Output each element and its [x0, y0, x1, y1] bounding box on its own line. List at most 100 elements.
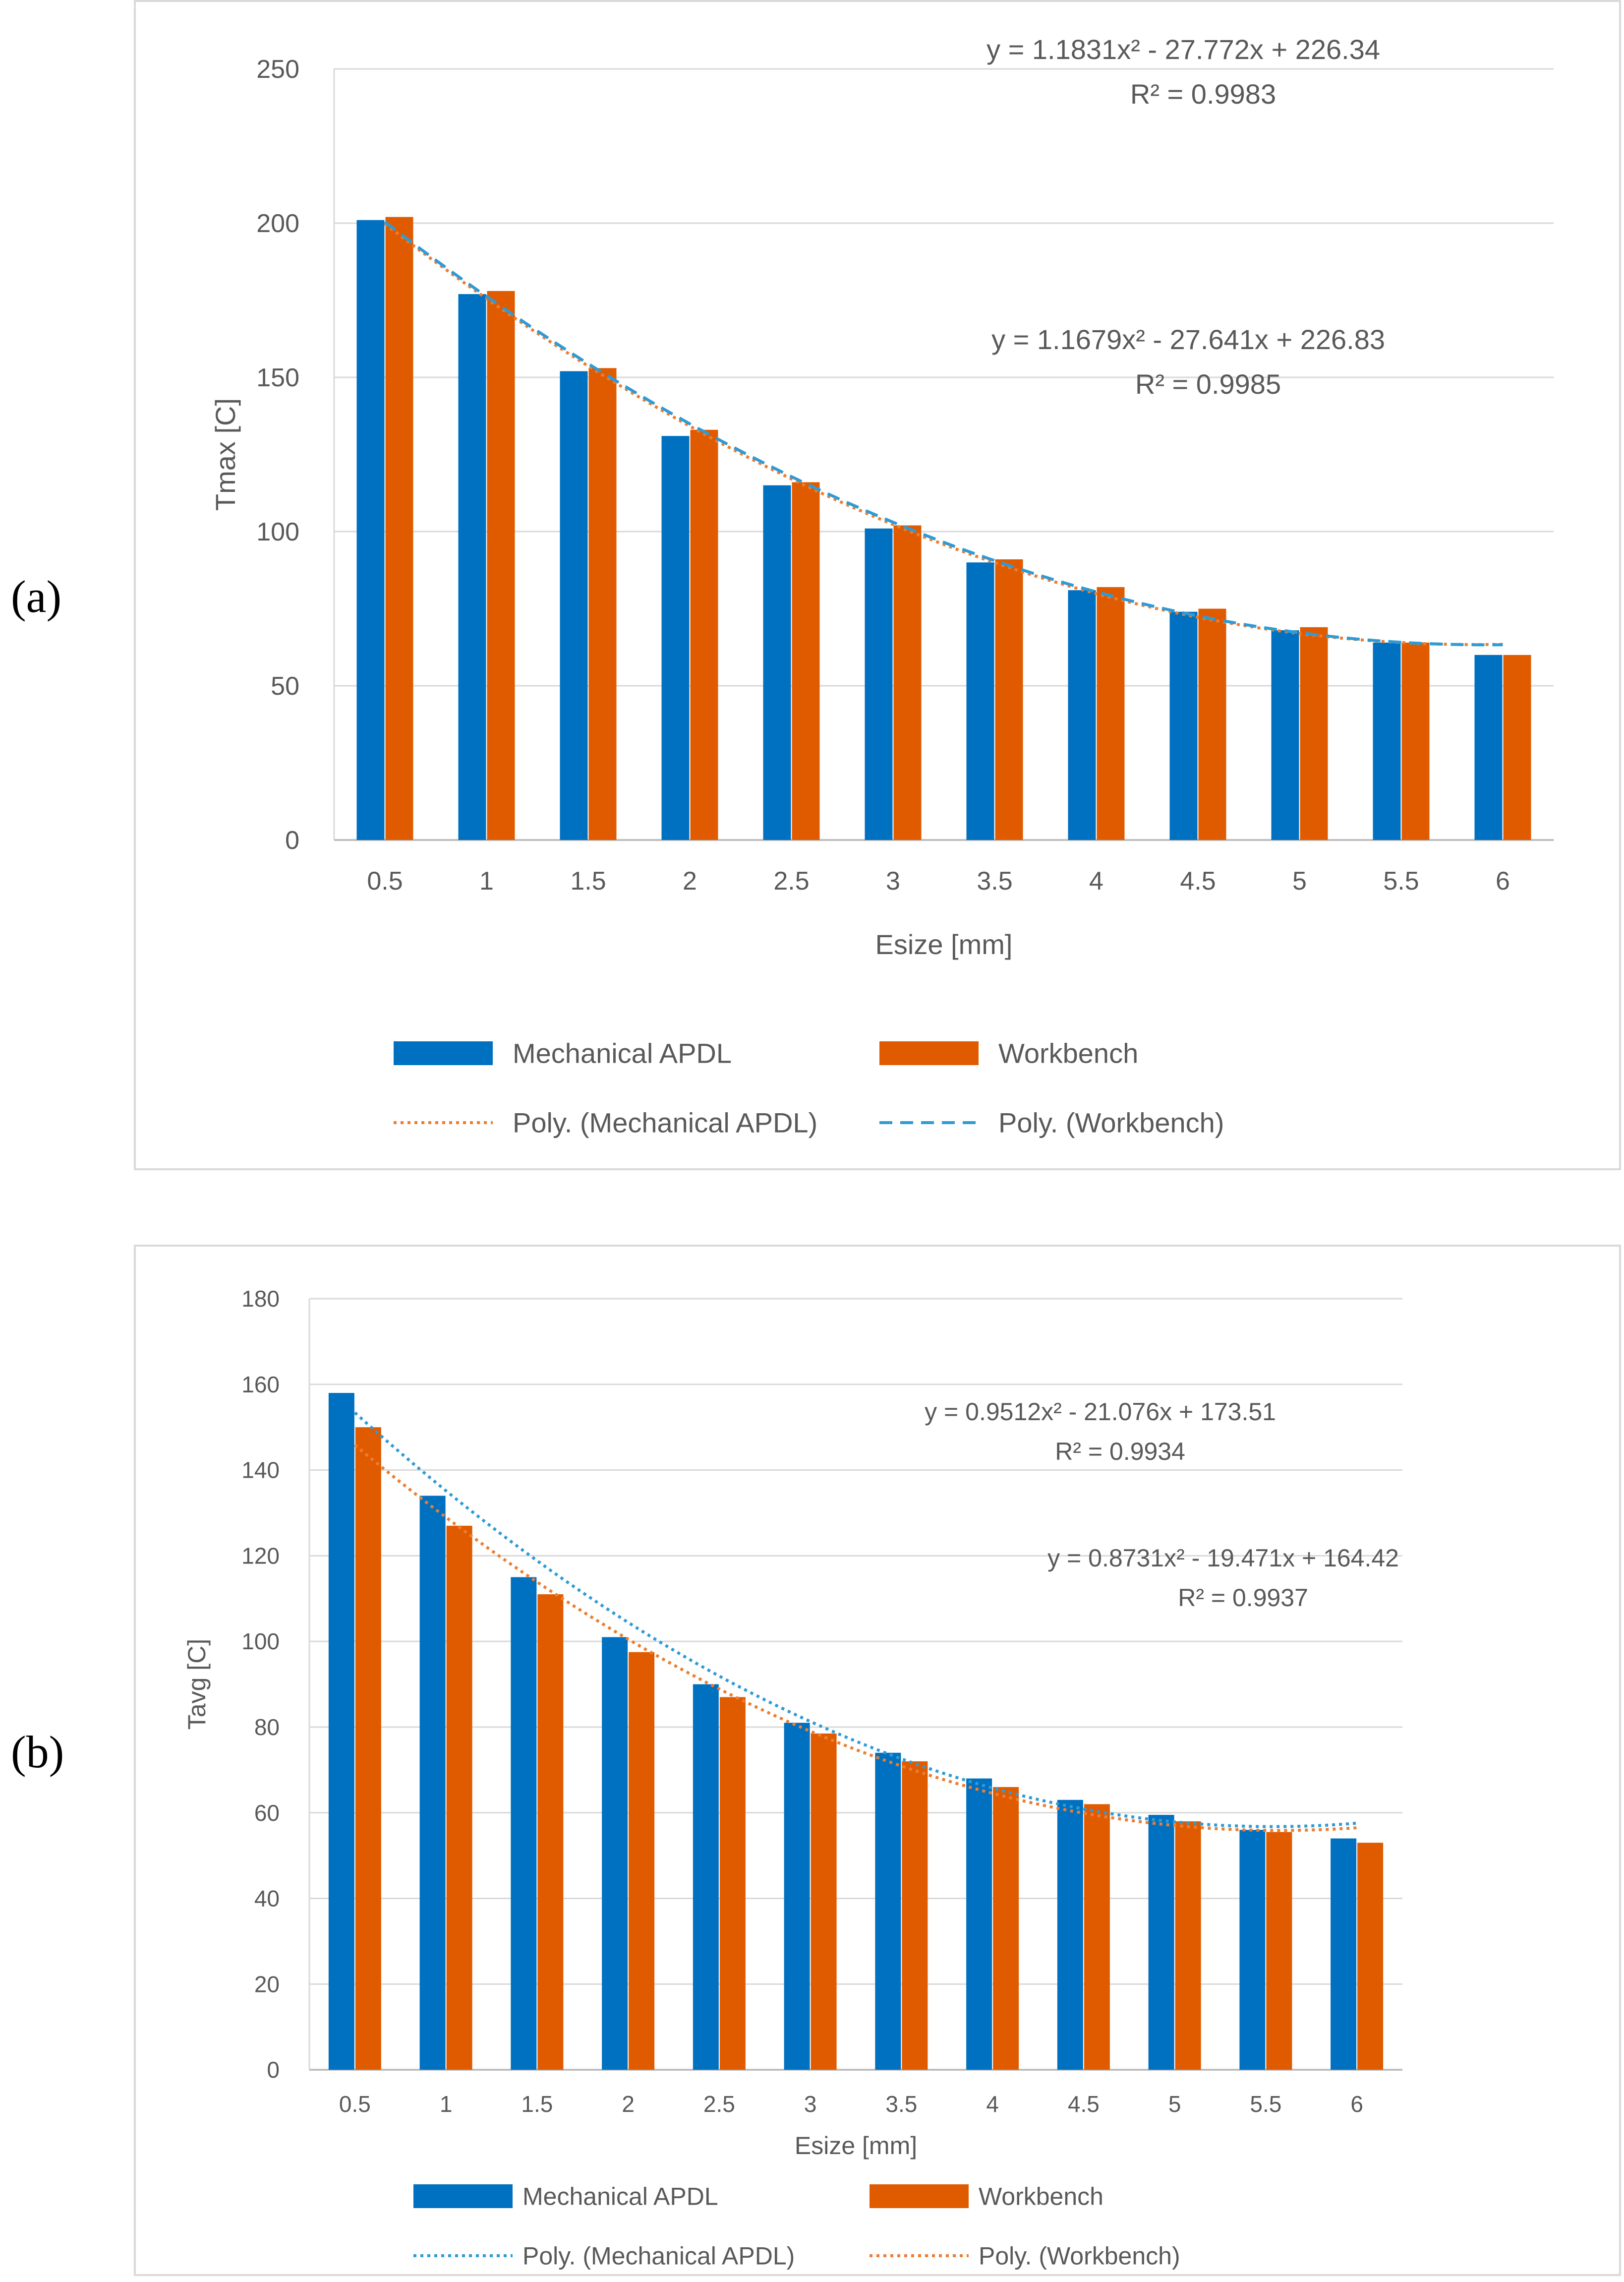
bar-workbench	[446, 1525, 472, 2070]
bar-mechanical-apdl	[1169, 611, 1198, 840]
x-tick-label: 6	[1350, 2091, 1363, 2117]
trendline-r-squared: R² = 0.9983	[1130, 78, 1276, 110]
bar-mechanical-apdl	[1239, 1830, 1266, 2070]
bar-workbench	[1401, 642, 1430, 840]
bar-mechanical-apdl	[1068, 590, 1096, 840]
legend-swatch-mechanical-apdl	[413, 2184, 513, 2208]
bar-workbench	[719, 1697, 746, 2070]
x-tick-label: 1.5	[521, 2091, 553, 2117]
trendline-workbench	[384, 221, 1503, 647]
x-tick-label: 2	[683, 867, 697, 896]
y-tick-label: 160	[241, 1372, 280, 1397]
x-tick-label: 2.5	[773, 867, 809, 896]
bar-mechanical-apdl	[1057, 1800, 1083, 2070]
trendline-equation: y = 1.1679x² - 27.641x + 226.83	[991, 324, 1385, 355]
bar-workbench	[537, 1594, 564, 2070]
bar-workbench	[355, 1427, 381, 2070]
trendline-equation: y = 0.8731x² - 19.471x + 164.42	[1047, 1544, 1399, 1572]
x-tick-label: 4	[1089, 867, 1103, 896]
x-tick-label: 3	[886, 867, 900, 896]
trendline-mechanical-apdl	[353, 1411, 1357, 1828]
y-tick-label: 120	[241, 1543, 280, 1568]
bar-mechanical-apdl	[763, 485, 791, 840]
x-tick-label: 3.5	[977, 867, 1012, 896]
bar-workbench	[995, 559, 1023, 840]
bar-workbench	[690, 429, 718, 840]
trendline-equation: y = 1.1831x² - 27.772x + 226.34	[986, 34, 1380, 65]
y-tick-label: 100	[256, 518, 299, 546]
chart-b-frame: 0 20 40 60 80 100 120 140 160 180 0.5 1 1.5 2 2.5 3 3.5 4…	[134, 1245, 1621, 2276]
y-tick-label: 60	[254, 1800, 280, 1826]
x-tick-label: 3	[804, 2091, 817, 2117]
y-tick-label: 0	[267, 2057, 280, 2083]
bar-workbench	[1175, 1821, 1201, 2070]
y-tick-label: 80	[254, 1714, 280, 1740]
trendline-r-squared: R² = 0.9934	[1055, 1438, 1185, 1465]
y-tick-label: 0	[285, 826, 299, 855]
x-tick-label: 1.5	[570, 867, 606, 896]
bar-workbench	[1097, 587, 1125, 840]
bar-workbench	[588, 368, 617, 840]
x-axis-title: Esize [mm]	[875, 929, 1013, 960]
bar-workbench	[1198, 608, 1226, 840]
bar-mechanical-apdl	[661, 436, 690, 840]
x-tick-label: 5	[1168, 2091, 1181, 2117]
bar-mechanical-apdl	[875, 1752, 901, 2070]
bar-workbench	[385, 217, 413, 840]
x-tick-label: 5.5	[1383, 867, 1419, 896]
y-tick-label: 40	[254, 1886, 280, 1912]
bar-workbench	[993, 1787, 1019, 2070]
bar-mechanical-apdl	[1474, 655, 1503, 840]
y-tick-label: 50	[271, 672, 299, 701]
y-tick-label: 250	[256, 55, 299, 84]
bar-workbench	[811, 1733, 837, 2070]
y-tick-label: 200	[256, 209, 299, 238]
bar-mechanical-apdl	[458, 294, 486, 840]
y-axis-title: Tmax [C]	[210, 398, 241, 511]
x-tick-label: 2	[622, 2091, 635, 2117]
bar-mechanical-apdl	[1271, 630, 1299, 840]
bar-mechanical-apdl	[1331, 1838, 1357, 2070]
legend-label: Workbench	[979, 2183, 1103, 2211]
bar-workbench	[487, 291, 515, 840]
bar-workbench	[893, 525, 922, 840]
x-tick-label: 0.5	[339, 2091, 371, 2117]
x-tick-label: 1	[440, 2091, 453, 2117]
x-tick-label: 0.5	[367, 867, 403, 896]
y-tick-label: 180	[241, 1286, 280, 1312]
y-tick-label: 150	[256, 363, 299, 392]
trendline-r-squared: R² = 0.9985	[1135, 368, 1281, 400]
chart-a-frame: 0 50 100 150 200 250 0.5 1 1.5 2 2.5 3 3.5 4 4.5 5 5.5 6 y…	[134, 0, 1621, 1170]
bar-workbench	[1300, 627, 1328, 840]
legend-swatch-workbench	[870, 2184, 969, 2208]
bar-workbench	[1503, 655, 1531, 840]
chart-b: 0 20 40 60 80 100 120 140 160 180 0.5 1 1.5 2 2.5 3 3.5 4…	[183, 1286, 1402, 2270]
trendline-mechanical-apdl	[384, 223, 1503, 646]
bar-mechanical-apdl	[560, 371, 588, 840]
legend-label: Poly. (Mechanical APDL)	[522, 2242, 795, 2270]
legend-label: Workbench	[998, 1038, 1138, 1069]
trendline-r-squared: R² = 0.9937	[1178, 1584, 1308, 1612]
x-axis-title: Esize [mm]	[795, 2132, 917, 2160]
trendline-workbench	[353, 1443, 1357, 1832]
bar-mechanical-apdl	[784, 1723, 810, 2070]
legend-swatch-workbench	[879, 1041, 979, 1065]
x-tick-label: 6	[1496, 867, 1510, 896]
bar-workbench	[629, 1652, 655, 2070]
bar-mechanical-apdl	[1373, 642, 1401, 840]
y-tick-label: 140	[241, 1457, 280, 1483]
bar-workbench	[902, 1761, 928, 2070]
bar-workbench	[1357, 1843, 1384, 2070]
bar-mechanical-apdl	[419, 1496, 446, 2070]
chart-a: 0 50 100 150 200 250 0.5 1 1.5 2 2.5 3 3.5 4 4.5 5 5.5 6 y…	[210, 34, 1554, 1139]
legend-label: Mechanical APDL	[522, 2183, 718, 2211]
x-tick-label: 5	[1292, 867, 1307, 896]
x-tick-label: 3.5	[885, 2091, 917, 2117]
y-axis-title: Tavg [C]	[183, 1639, 211, 1730]
bar-mechanical-apdl	[966, 562, 994, 840]
x-tick-label: 1	[479, 867, 494, 896]
x-tick-label: 5.5	[1250, 2091, 1281, 2117]
x-tick-label: 4.5	[1180, 867, 1216, 896]
y-tick-label: 100	[241, 1628, 280, 1654]
legend-label: Poly. (Workbench)	[998, 1107, 1224, 1139]
